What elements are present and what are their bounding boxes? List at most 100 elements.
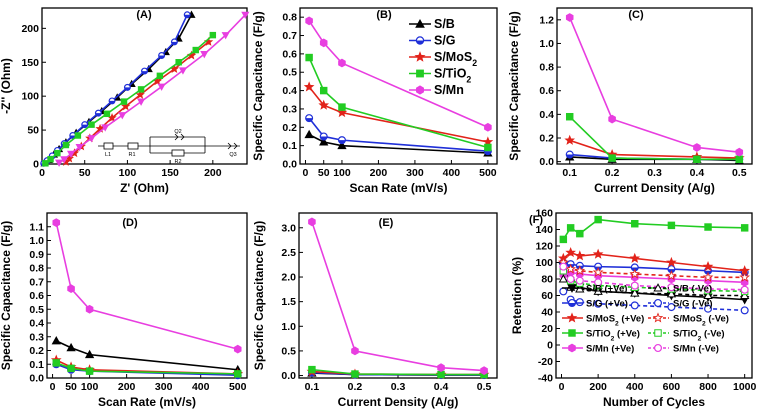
x-tick-label: 0.4 [690,167,705,179]
y-axis-label: Retention (%) [510,257,524,334]
series-line-s-b-ve- [562,278,745,297]
data-point [183,11,191,19]
x-tick-label: 500 [479,167,497,179]
x-tick-label: 0.5 [732,167,747,179]
circuit-label: Q2 [174,129,181,135]
data-point [575,276,584,285]
data-point [156,72,164,80]
data-point [88,121,95,128]
x-tick-label: 200 [118,381,136,393]
data-point [319,132,328,141]
data-point [608,154,616,162]
data-point [67,364,75,373]
x-tick-label: 400 [443,167,461,179]
data-point [241,11,250,20]
x-tick-label: 200 [589,381,607,393]
y-tick-label: 0 [547,340,553,352]
data-point [575,298,584,307]
y-tick-label: 0.0 [539,156,554,168]
data-point [108,97,116,105]
x-tick-label: 50 [65,381,77,393]
legend-entry: S/MoS2 (-Ve) [673,314,729,328]
x-tick-label: 200 [204,167,222,179]
data-point [559,287,568,296]
y-tick-label: 40 [541,307,553,319]
legend-entry: S/MoS2 (+Ve) [586,314,644,328]
data-point [42,160,49,167]
data-point [740,290,750,300]
y-tick-label: 0.3 [282,103,297,115]
x-tick-label: 0 [559,381,565,393]
y-tick-label: 60 [541,290,553,302]
panel-label: (D) [122,217,138,229]
data-point [594,215,602,224]
y-tick-label: 20 [541,323,553,335]
y-tick-label: 0.2 [29,345,44,357]
x-tick-label: 150 [161,167,179,179]
plot-frame [299,7,498,165]
data-point [84,349,95,359]
data-point [666,256,677,268]
data-point [121,101,131,111]
y-axis-label: Specific Capacitance (F/g) [252,221,266,370]
legend-marker [416,69,424,78]
y-tick-label: 1.0 [281,321,296,333]
data-point [200,51,209,59]
legend-entry: S/G (-Ve) [673,299,713,310]
data-point [559,262,568,271]
y-tick-label: 2.0 [281,272,296,284]
legend-marker [653,283,663,292]
x-tick-label: 50 [79,167,91,179]
data-point [336,107,348,118]
x-tick-label: 400 [626,381,644,393]
y-tick-label: 150 [21,57,39,69]
series-line-s-tio2 [55,362,238,375]
y-tick-label: 0.6 [539,85,554,97]
series-line-s-tio2 [308,57,489,149]
circuit-label: R2 [174,159,181,165]
data-point [319,137,329,146]
y-tick-label: 0.2 [539,133,554,145]
data-point [667,303,676,312]
panel-label: (C) [628,9,644,21]
y-tick-label: 0.8 [29,263,44,275]
y-tick-label: 140 [535,224,553,236]
plot-frame [41,7,248,165]
data-point [51,336,61,345]
y-axis-label: Specific Capacitance (F/g) [507,11,521,160]
y-tick-label: 1.5 [281,296,296,308]
data-point [740,224,749,232]
data-point [304,129,314,139]
legend-entry: S/B (+Ve) [586,284,627,295]
data-point [52,359,60,367]
y-axis-label: -Z'' (Ohm) [0,58,13,114]
data-point [735,147,744,157]
data-point [95,123,105,133]
y-tick-label: 1.0 [29,235,44,247]
x-tick-label: 0 [303,167,309,179]
data-point [702,271,714,282]
y-tick-label: 0.6 [282,48,297,60]
circuit-element [127,142,139,150]
legend-marker [654,329,662,337]
data-point [608,114,616,124]
x-tick-label: 0.3 [391,381,406,393]
series-line-s-g-ve- [562,290,745,312]
series-line-s-g [308,117,488,152]
x-axis-label: Z' (Ohm) [120,181,169,195]
circuit-element [171,149,185,157]
circuit-inset: L1 R1 Q2 R2 Q3 [98,129,240,165]
y-tick-label: 200 [21,23,39,35]
data-point [308,365,316,374]
y-tick-label: 0.0 [29,373,44,385]
y-tick-label: 3.0 [281,222,296,234]
data-point [221,32,230,40]
data-point [81,121,89,129]
x-tick-label: 0.3 [647,167,662,179]
series-line-s-tio2 [311,368,485,376]
legend-entry: S/TiO2 [434,67,471,85]
legend-entry: S/TiO2 (-Ve) [673,329,725,343]
data-point [630,288,640,297]
